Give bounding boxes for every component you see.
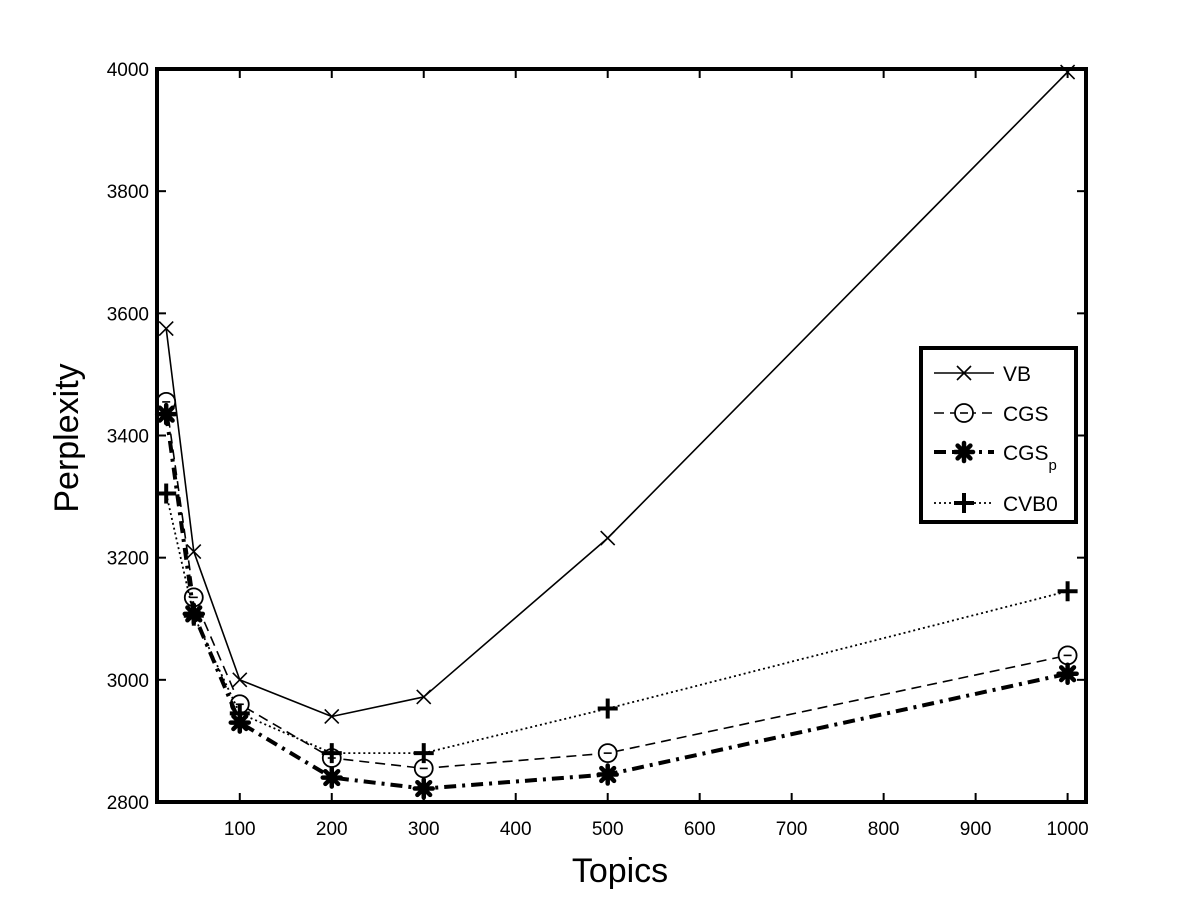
series-2-point [412, 777, 435, 800]
x-tick-label: 1000 [1046, 819, 1088, 840]
y-tick-label: 2800 [107, 793, 149, 814]
series-line-3 [165, 493, 1068, 755]
series-0-point [416, 689, 432, 705]
series-3-point [321, 743, 342, 764]
legend: VB CGS CGSp CVB0 [919, 346, 1078, 524]
legend-marker-2 [952, 440, 976, 464]
series-0-point [600, 530, 616, 546]
x-tick-label: 400 [500, 819, 532, 840]
x-tick-label: 600 [684, 819, 716, 840]
series-2-point [1056, 662, 1079, 685]
legend-label-1: CGS [1003, 403, 1049, 426]
series-0-point [324, 708, 340, 725]
legend-label-0: VB [1003, 363, 1031, 386]
y-tick-label: 3400 [107, 427, 149, 448]
x-tick-label: 700 [776, 819, 808, 840]
series-3-point [413, 743, 434, 764]
x-tick-label: 500 [592, 819, 624, 840]
legend-marker-1 [954, 403, 974, 423]
series-3-point [156, 483, 177, 504]
series-0-point [158, 321, 174, 337]
series-2-point [320, 766, 344, 789]
y-axis-title: Perplexity [48, 363, 86, 512]
y-tick-label: 4000 [107, 60, 149, 81]
y-tick-label: 3000 [107, 671, 149, 692]
legend-marker-0 [956, 365, 972, 381]
series-2-point [154, 402, 178, 426]
x-tick-label: 100 [224, 819, 256, 840]
legend-marker-3 [954, 493, 974, 513]
x-tick-label: 900 [960, 819, 992, 840]
plot-content [154, 64, 1079, 800]
series-3-point [229, 703, 250, 724]
y-tick-label: 3600 [107, 304, 149, 325]
x-tick-label: 300 [408, 819, 440, 840]
x-axis-title: Topics [572, 852, 668, 890]
y-tick-label: 3200 [107, 549, 149, 570]
series-0-point [232, 672, 248, 688]
legend-items: VB CGS CGSp CVB0 [934, 363, 1058, 516]
x-tick-label: 200 [316, 819, 348, 840]
series-3-point [597, 698, 618, 719]
series-1-point [1057, 645, 1078, 666]
series-3-point [183, 605, 204, 626]
axis-ticks [157, 68, 1086, 803]
series-2-point [596, 763, 619, 786]
legend-label-2: CGSp [1003, 442, 1057, 474]
x-tick-label: 800 [868, 819, 900, 840]
legend-label-3: CVB0 [1003, 493, 1058, 516]
series-3-point [1057, 581, 1078, 602]
tick-labels: 100 200 300 400 500 600 700 800 900 1000 2800 3000 3… [107, 60, 1089, 840]
series-1-point [597, 743, 618, 764]
y-tick-label: 3800 [107, 182, 149, 203]
legend-box [919, 346, 1078, 524]
series-0-point [186, 543, 202, 560]
